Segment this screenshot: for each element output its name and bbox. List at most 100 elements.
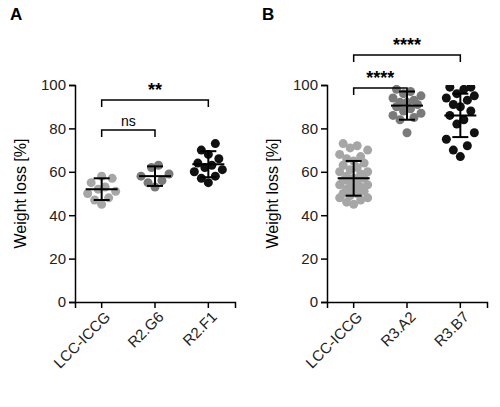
error-cap [346,160,362,162]
panel-title: B [262,5,274,24]
tick-mark [321,258,327,260]
error-bar [154,166,156,186]
error-bar [101,178,103,200]
tick-mark [353,302,355,308]
data-point [363,146,372,155]
tick-label: 80 [49,120,66,137]
tick: 100 [293,76,327,93]
data-point [389,111,398,120]
tick-mark [321,85,327,87]
tick-mark [69,302,75,304]
tick-mark [69,85,75,87]
data-point [197,174,206,183]
error-cap [200,176,216,178]
data-point [218,165,227,174]
error-cap [346,195,362,197]
significance-label: **** [366,68,394,88]
significance-bracket [102,130,155,137]
data-point [353,141,362,150]
significance-bracket [354,88,407,95]
data-point [403,128,412,137]
tick: 40 [301,207,327,224]
tick-label: 60 [301,163,318,180]
data-point [339,139,348,148]
data-point [211,139,220,148]
data-point [158,176,167,185]
y-axis-title: Weight loss [%] [264,139,281,249]
data-point [442,94,451,103]
error-bar [459,94,461,137]
error-cap [94,177,110,179]
tick-label: 40 [49,207,66,224]
tick: 20 [49,250,75,267]
error-cap [452,93,468,95]
data-point [463,141,472,150]
panel-title: A [10,5,22,24]
tick: 40 [49,207,75,224]
tick: R2.F1 [179,302,220,349]
error-cap [399,119,415,121]
tick: 60 [49,163,75,180]
data-point [356,152,365,161]
data-point [83,189,92,198]
data-point [449,146,458,155]
tick: R2.G6 [124,302,167,351]
tick-mark [406,302,408,308]
data-point [449,100,458,109]
tick-mark [321,172,327,174]
data-point [442,135,451,144]
error-bar [207,151,209,177]
tick-label: 40 [301,207,318,224]
tick-mark [321,215,327,217]
tick: 100 [41,76,75,93]
data-point [445,85,454,92]
significance-label: **** [393,35,421,55]
axis-line [321,86,328,303]
tick: 80 [49,120,75,137]
tick: R3.B7 [430,302,472,350]
tick: 0 [310,293,327,310]
data-point [211,172,220,181]
tick-mark [154,302,156,308]
data-point [335,150,344,159]
significance-label: ** [148,80,162,100]
data-point [363,167,372,176]
tick: 20 [301,250,327,267]
tick-mark [321,302,327,304]
axis-line [76,303,236,309]
panel: AWeight loss [%]020406080100LCC-ICCGR2.G… [10,5,236,371]
tick-label: 20 [49,250,66,267]
tick-label: R3.B7 [430,308,472,350]
tick-mark [69,128,75,130]
y-axis-title: Weight loss [%] [12,139,29,249]
error-bar [353,161,355,196]
tick-label: R2.G6 [124,308,167,351]
error-cap [94,199,110,201]
tick-label: 100 [293,76,318,93]
error-cap [452,136,468,138]
data-point [417,109,426,118]
tick-mark [208,302,210,308]
data-point [470,128,479,137]
plot-area [335,85,479,209]
tick-mark [460,302,462,308]
tick-label: LCC-ICCG [50,308,113,371]
significance-label: ns [121,113,136,129]
tick: 60 [301,163,327,180]
error-cap [147,185,163,187]
tick-label: 20 [301,250,318,267]
data-point [214,154,223,163]
x-axis: LCC-ICCG R2.G6 R2.F1 [50,302,235,371]
data-point [197,146,206,155]
plot-area [83,139,227,209]
significance-bracket [102,100,209,107]
error-cap [147,165,163,167]
data-point [466,107,475,116]
tick-label: R3.A2 [377,308,419,350]
tick: LCC-ICCG [50,302,113,371]
significance-bracket [354,55,461,62]
tick-label: LCC-ICCG [302,308,365,371]
data-point [87,178,96,187]
tick-label: R2.F1 [179,308,220,349]
data-point [389,94,398,103]
